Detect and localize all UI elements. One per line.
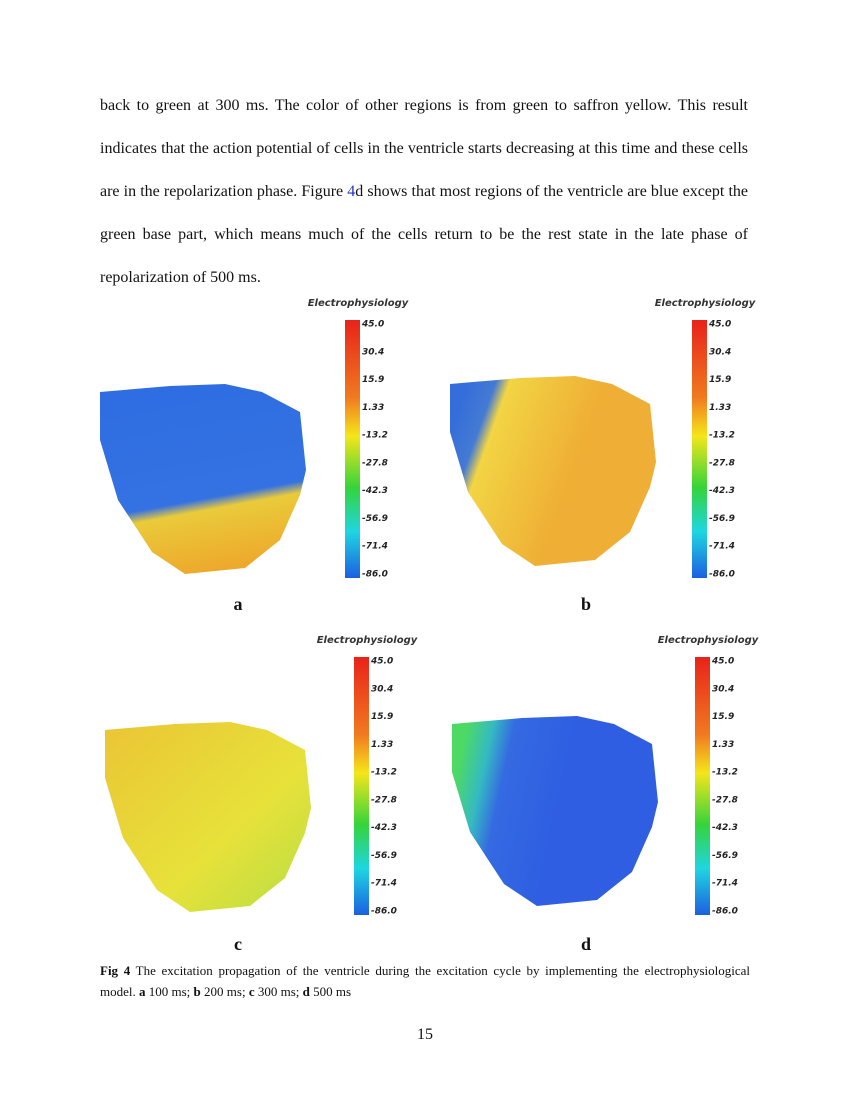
caption-letter: c xyxy=(248,984,255,999)
colorbar-tick-label: -56.9 xyxy=(362,514,388,524)
caption-item: 500 ms xyxy=(313,984,352,999)
colorbar-title: Electrophysiology xyxy=(658,635,759,646)
colorbar-tick-label: 15.9 xyxy=(709,375,731,385)
colorbar-tick-label: -27.8 xyxy=(709,458,735,468)
colorbar-tick-label: -13.2 xyxy=(371,768,397,778)
colorbar-title: Electrophysiology xyxy=(308,298,409,309)
colorbar-tick-label: -27.8 xyxy=(371,795,397,805)
body-paragraph: back to green at 300 ms. The color of ot… xyxy=(100,84,748,299)
panel: Electrophysiology 45.0 30.4 15.9 1.33 -13.2 -2… xyxy=(450,298,756,614)
caption-item: 100 ms; xyxy=(148,984,191,999)
caption-item: 200 ms; xyxy=(204,984,246,999)
colorbar-tick-label: 45.0 xyxy=(370,657,393,667)
colorbar-tick-label: 45.0 xyxy=(711,657,734,667)
figure-caption: Fig 4 The excitation propagation of the … xyxy=(100,960,750,1002)
colorbar xyxy=(695,657,710,915)
colorbar-tick-label: 1.33 xyxy=(709,403,731,413)
colorbar-tick-label: -13.2 xyxy=(709,431,735,441)
colorbar-tick-label: -56.9 xyxy=(371,851,397,861)
colorbar-tick-label: -42.3 xyxy=(709,486,735,496)
colorbar-tick-label: -13.2 xyxy=(362,431,388,441)
colorbar-title: Electrophysiology xyxy=(317,635,418,646)
panel-label: c xyxy=(234,934,242,954)
caption-letter: d xyxy=(302,984,310,999)
colorbar-tick-label: -71.4 xyxy=(362,542,388,552)
panel-label: d xyxy=(581,934,591,954)
colorbar-tick-label: -42.3 xyxy=(712,823,738,833)
colorbar xyxy=(354,657,369,915)
caption-text: The excitation propagation of the ventri… xyxy=(100,963,750,999)
text: d shows that most regions of the ventric… xyxy=(100,183,749,286)
colorbar-tick-label: -27.8 xyxy=(362,458,388,468)
colorbar-tick-label: -71.4 xyxy=(371,879,397,889)
colorbar xyxy=(345,320,360,578)
colorbar-tick-label: -42.3 xyxy=(362,486,388,496)
colorbar-tick-label: 1.33 xyxy=(712,740,734,750)
text: back to green at 300 ms. The color of ot… xyxy=(100,97,748,200)
panel-label: b xyxy=(581,594,591,614)
figure: Electrophysiology 45.0 30.4 15.9 1.33 -13.2 -2… xyxy=(100,298,759,954)
colorbar-tick-label: -71.4 xyxy=(709,542,735,552)
colorbar-tick-label: -71.4 xyxy=(712,879,738,889)
caption-item: 300 ms; xyxy=(257,984,300,999)
colorbar-tick-label: -42.3 xyxy=(371,823,397,833)
colorbar-tick-label: 15.9 xyxy=(362,375,384,385)
colorbar xyxy=(692,320,707,578)
panel: Electrophysiology 45.0 30.4 15.9 1.33 -13.2 -2… xyxy=(452,635,759,954)
figure-ref[interactable]: 4 xyxy=(347,183,356,200)
colorbar-tick-label: -27.8 xyxy=(712,795,738,805)
colorbar-tick-label: 30.4 xyxy=(371,684,393,694)
panel: Electrophysiology 45.0 30.4 15.9 1.33 -13.2 -2… xyxy=(100,298,409,614)
panel: Electrophysiology 45.0 30.4 15.9 1.33 -13.2 -2… xyxy=(105,635,418,954)
colorbar-tick-label: -13.2 xyxy=(712,768,738,778)
ventricle-image xyxy=(100,384,306,574)
colorbar-tick-label: 30.4 xyxy=(712,684,734,694)
colorbar-tick-label: -86.0 xyxy=(362,570,388,580)
colorbar-tick-label: -56.9 xyxy=(709,514,735,524)
colorbar-tick-label: -86.0 xyxy=(709,570,735,580)
colorbar-tick-label: 15.9 xyxy=(712,712,734,722)
colorbar-tick-label: -56.9 xyxy=(712,851,738,861)
colorbar-tick-label: -86.0 xyxy=(712,907,738,917)
panel-label: a xyxy=(234,594,243,614)
colorbar-tick-label: 45.0 xyxy=(708,320,731,330)
caption-letter: b xyxy=(193,984,201,999)
colorbar-tick-label: 30.4 xyxy=(362,347,384,357)
page-number: 15 xyxy=(417,1026,433,1043)
colorbar-tick-label: 45.0 xyxy=(361,320,384,330)
colorbar-tick-label: 15.9 xyxy=(371,712,393,722)
colorbar-tick-label: 30.4 xyxy=(709,347,731,357)
colorbar-tick-label: 1.33 xyxy=(362,403,384,413)
ventricle-image xyxy=(452,716,658,906)
caption-letter: a xyxy=(139,984,146,999)
colorbar-tick-label: 1.33 xyxy=(371,740,393,750)
colorbar-tick-label: -86.0 xyxy=(371,907,397,917)
caption-label: Fig 4 xyxy=(100,963,131,978)
colorbar-title: Electrophysiology xyxy=(655,298,756,309)
ventricle-image xyxy=(450,376,656,566)
ventricle-image xyxy=(105,722,311,912)
